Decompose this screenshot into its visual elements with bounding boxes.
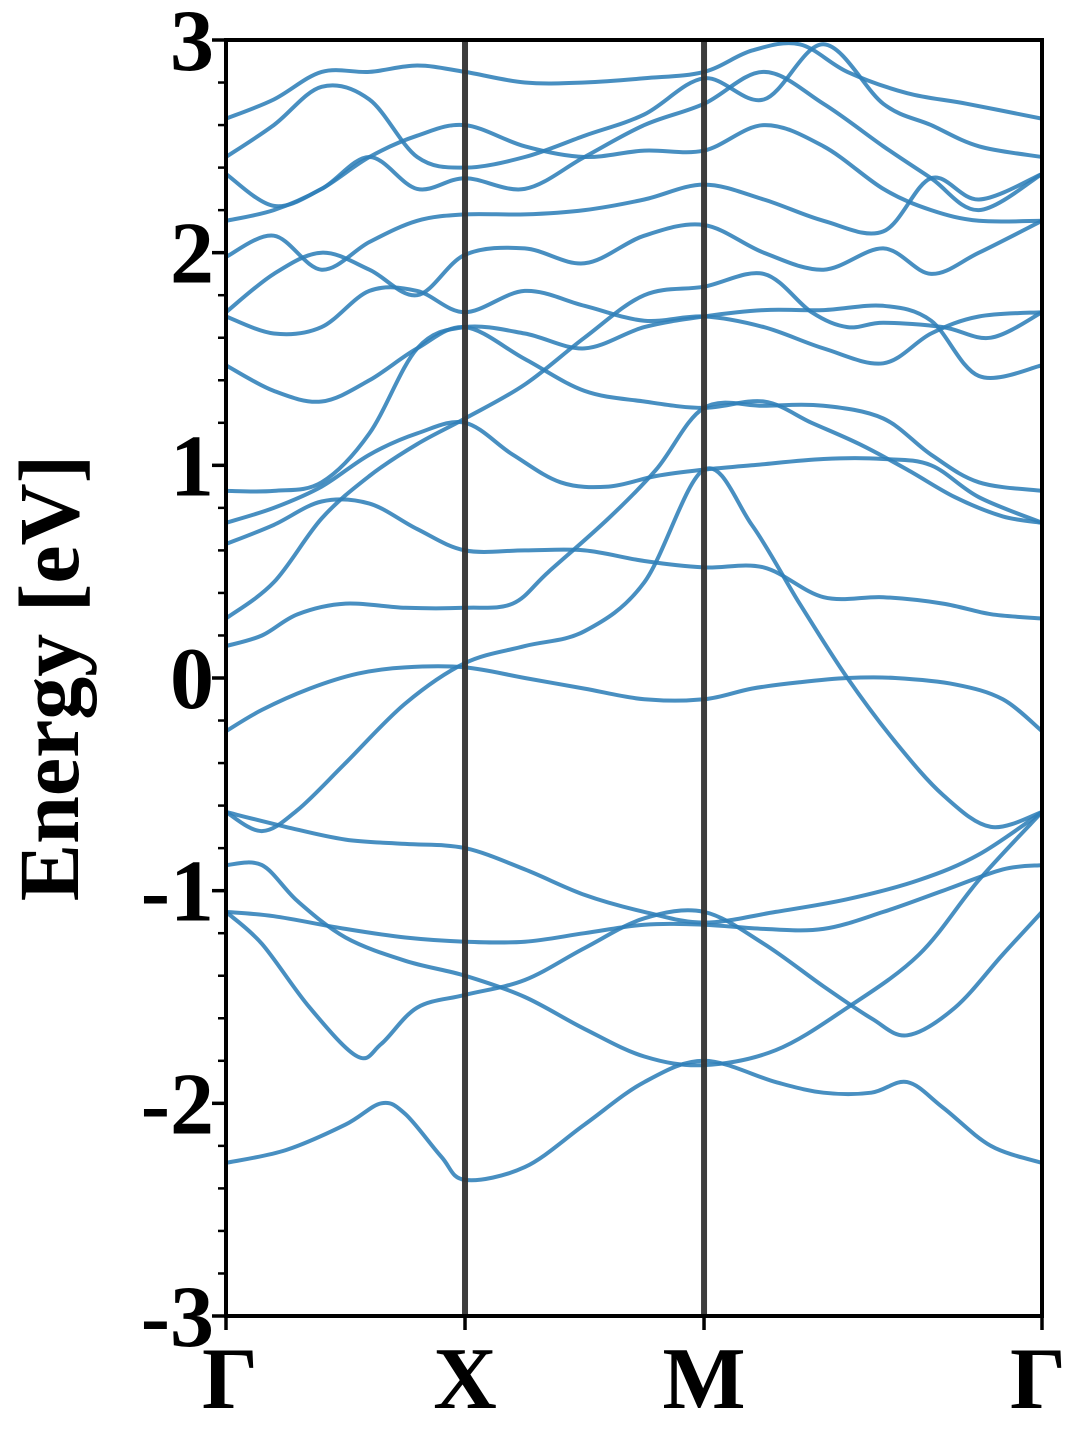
y-tick-label: 0: [170, 631, 214, 728]
band-line-13: [226, 325, 1042, 525]
band-line-8: [226, 400, 1042, 649]
band-line-18: [226, 69, 1042, 213]
band-line-19: [226, 42, 1042, 170]
y-tick-label: -1: [141, 844, 214, 941]
x-tick-label: X: [433, 1331, 497, 1428]
band-line-7: [226, 466, 1042, 834]
x-tick-label: Γ: [1010, 1331, 1066, 1428]
band-line-15: [226, 218, 1042, 315]
band-line-11: [226, 420, 1042, 525]
band-line-5: [226, 810, 1042, 925]
y-tick-label: 2: [170, 206, 214, 303]
axis-ticks: [212, 38, 1044, 1330]
band-line-2: [226, 908, 1042, 1061]
band-line-6: [226, 664, 1042, 734]
band-line-10: [226, 497, 1042, 621]
band-line-3: [226, 863, 1042, 945]
band-line-20: [226, 41, 1042, 121]
series-layer: [226, 41, 1042, 1183]
band-line-4: [226, 810, 1042, 1068]
y-tick-label: 3: [170, 0, 214, 90]
y-tick-label: -3: [141, 1269, 214, 1366]
x-tick-label: Γ: [202, 1331, 258, 1428]
band-line-14: [226, 285, 1042, 366]
band-line-1: [226, 1058, 1042, 1183]
band-line-12: [226, 303, 1042, 494]
band-line-16: [226, 172, 1042, 272]
band-line-9: [226, 271, 1042, 621]
y-axis-title: Energy [eV]: [1, 455, 97, 902]
y-tick-label: -2: [141, 1056, 214, 1153]
y-tick-labels: -3 -2 -1 0 1 2 3: [141, 0, 214, 1366]
kpath-lines: [462, 40, 708, 1316]
y-tick-label: 1: [170, 418, 214, 515]
band-line-17: [226, 122, 1042, 224]
x-tick-label: M: [663, 1331, 746, 1428]
